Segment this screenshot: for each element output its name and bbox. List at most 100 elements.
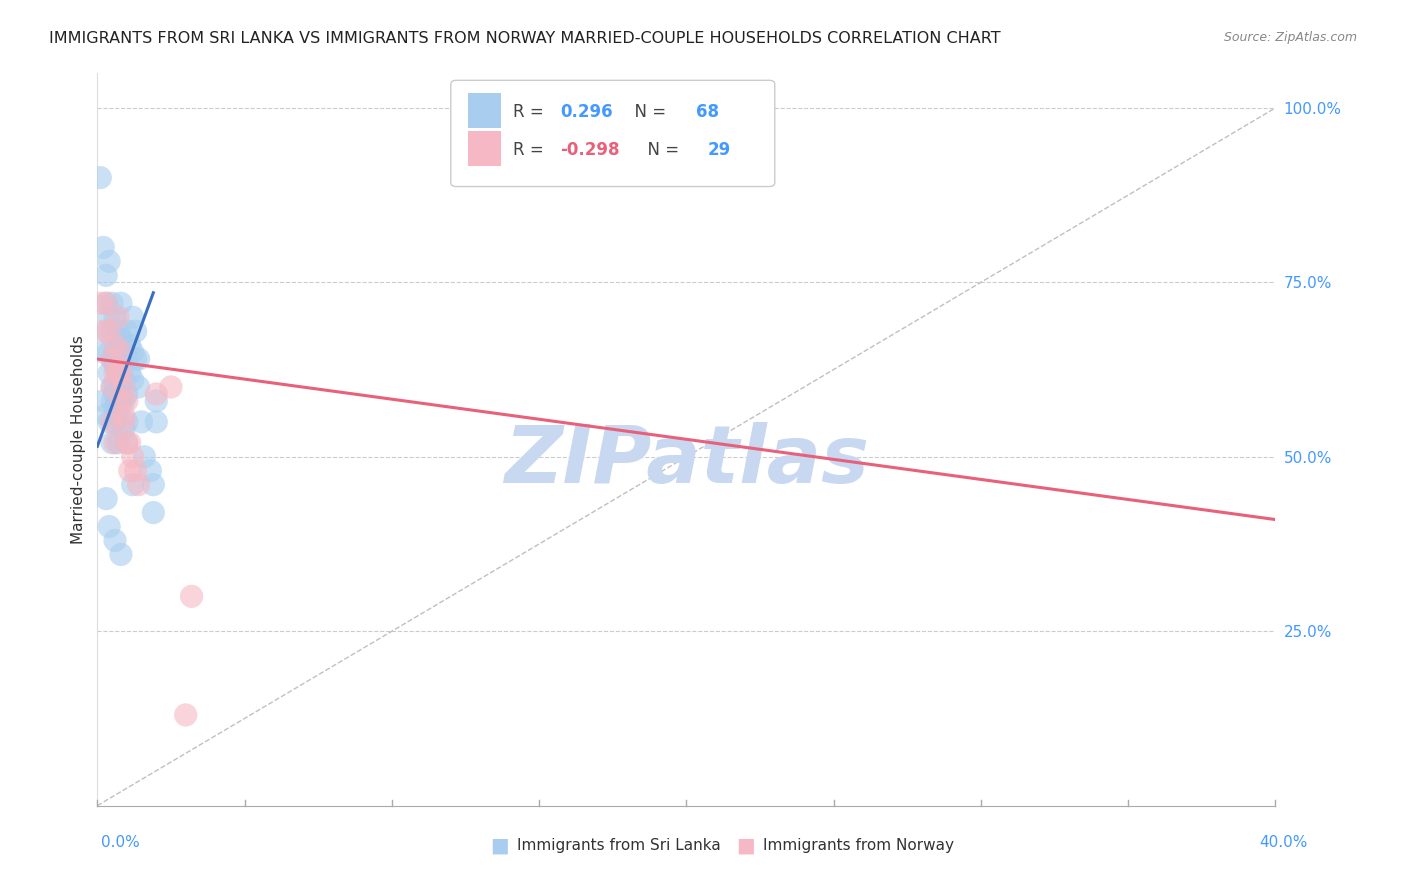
Point xyxy=(128,477,150,491)
Point xyxy=(115,435,138,450)
Point xyxy=(107,310,129,325)
Point xyxy=(112,408,135,422)
Point xyxy=(115,415,138,429)
Point xyxy=(110,366,132,380)
Point xyxy=(104,310,127,325)
Text: ▪: ▪ xyxy=(735,831,755,860)
Point xyxy=(110,393,132,408)
Point xyxy=(98,366,121,380)
Point xyxy=(104,533,127,548)
Point xyxy=(121,373,143,387)
Point xyxy=(128,352,150,367)
Point xyxy=(107,408,129,422)
Point xyxy=(145,393,167,408)
Point xyxy=(104,345,127,359)
Point xyxy=(101,393,124,408)
Point xyxy=(104,401,127,415)
Text: R =: R = xyxy=(513,103,550,120)
Point xyxy=(96,268,118,283)
Point xyxy=(115,393,138,408)
Point xyxy=(110,296,132,310)
Point xyxy=(98,310,121,325)
Point xyxy=(104,435,127,450)
Point xyxy=(142,506,165,520)
Point xyxy=(98,254,121,268)
Point xyxy=(112,380,135,394)
Point xyxy=(104,366,127,380)
Point xyxy=(104,415,127,429)
FancyBboxPatch shape xyxy=(468,131,502,166)
Point xyxy=(124,324,146,338)
Text: ▪: ▪ xyxy=(489,831,509,860)
Point xyxy=(112,415,135,429)
Point xyxy=(110,345,132,359)
Point xyxy=(131,415,153,429)
Point xyxy=(107,435,129,450)
Point xyxy=(107,359,129,373)
Point xyxy=(98,345,121,359)
Text: 0.0%: 0.0% xyxy=(101,835,141,849)
Point xyxy=(96,296,118,310)
Point xyxy=(128,380,150,394)
Point xyxy=(124,464,146,478)
FancyBboxPatch shape xyxy=(468,93,502,128)
Y-axis label: Married-couple Households: Married-couple Households xyxy=(72,334,86,544)
Point xyxy=(121,345,143,359)
Point xyxy=(112,393,135,408)
Point xyxy=(145,387,167,401)
Point xyxy=(101,352,124,367)
Point xyxy=(89,170,111,185)
Point xyxy=(115,352,138,367)
Point xyxy=(96,408,118,422)
Point xyxy=(104,359,127,373)
Point xyxy=(101,324,124,338)
Text: Immigrants from Norway: Immigrants from Norway xyxy=(763,838,955,853)
Point xyxy=(107,331,129,345)
Point xyxy=(104,380,127,394)
Text: 29: 29 xyxy=(707,141,731,159)
Point xyxy=(107,366,129,380)
Text: N =: N = xyxy=(624,103,671,120)
Point xyxy=(112,373,135,387)
Point xyxy=(118,435,141,450)
Point xyxy=(104,338,127,352)
Point xyxy=(110,548,132,562)
Point xyxy=(104,387,127,401)
Point xyxy=(91,324,114,338)
Point xyxy=(107,393,129,408)
Point xyxy=(101,296,124,310)
Point xyxy=(107,366,129,380)
Point xyxy=(98,415,121,429)
Text: Source: ZipAtlas.com: Source: ZipAtlas.com xyxy=(1223,31,1357,45)
Point xyxy=(121,450,143,464)
Point xyxy=(89,296,111,310)
Point xyxy=(112,345,135,359)
Text: 40.0%: 40.0% xyxy=(1260,835,1308,849)
Point xyxy=(98,519,121,533)
Text: N =: N = xyxy=(637,141,685,159)
Point xyxy=(142,477,165,491)
Point xyxy=(91,240,114,254)
FancyBboxPatch shape xyxy=(451,80,775,186)
Text: ZIPatlas: ZIPatlas xyxy=(503,422,869,500)
Point xyxy=(101,380,124,394)
Point xyxy=(101,415,124,429)
Text: R =: R = xyxy=(513,141,550,159)
Point xyxy=(139,464,162,478)
Point xyxy=(115,387,138,401)
Point xyxy=(118,464,141,478)
Point xyxy=(98,324,121,338)
Point xyxy=(110,393,132,408)
Point xyxy=(101,352,124,367)
Point xyxy=(121,477,143,491)
Point xyxy=(115,435,138,450)
Point xyxy=(101,380,124,394)
Point xyxy=(96,296,118,310)
Point xyxy=(91,345,114,359)
Point xyxy=(115,324,138,338)
Text: 68: 68 xyxy=(696,103,718,120)
Point xyxy=(174,707,197,722)
Point xyxy=(96,491,118,506)
Point xyxy=(118,338,141,352)
Point xyxy=(124,352,146,367)
